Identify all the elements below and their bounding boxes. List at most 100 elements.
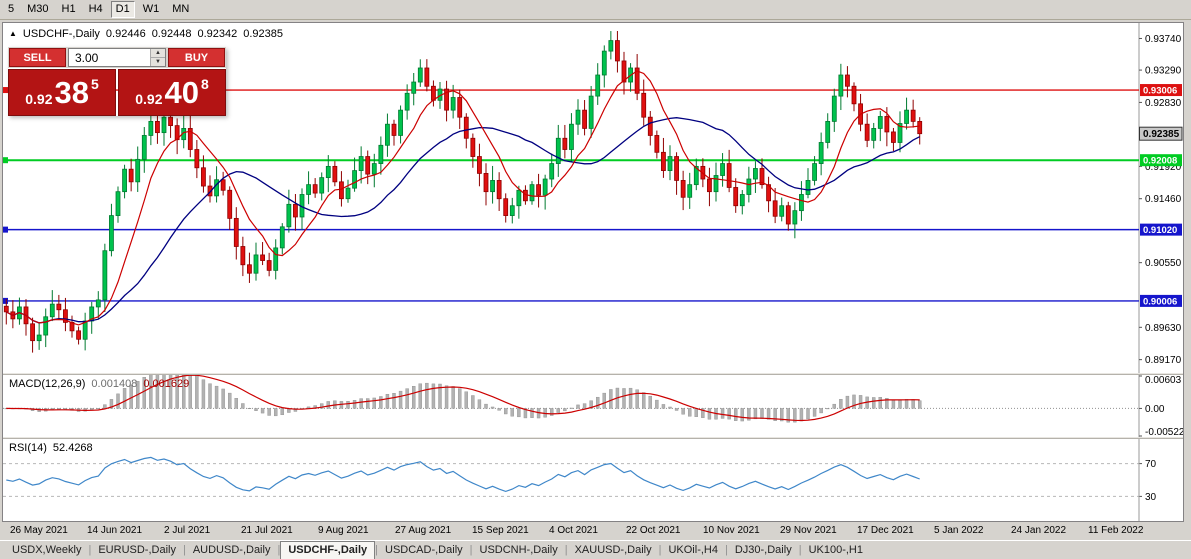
tab-separator: |: [564, 544, 568, 556]
volume-input[interactable]: 3.00 ▲ ▼: [68, 48, 166, 67]
chart-tab-audusd-daily[interactable]: AUDUSD-,Daily: [192, 544, 271, 556]
timeframe-5[interactable]: 5: [3, 1, 19, 18]
time-axis-label: 22 Oct 2021: [626, 525, 681, 536]
macd-indicator-label: MACD(12,26,9) 0.001408 0.001629: [9, 378, 189, 390]
chart-symbol-icon: ▲: [9, 29, 17, 38]
sell-price-display[interactable]: 0.92 38 5: [8, 69, 116, 116]
volume-decrement-icon[interactable]: ▼: [151, 57, 165, 66]
svg-text:0.92008: 0.92008: [1143, 156, 1177, 167]
tab-separator: |: [375, 544, 379, 556]
chart-tab-usdx-weekly[interactable]: USDX,Weekly: [12, 544, 82, 556]
svg-text:0.90550: 0.90550: [1145, 258, 1182, 269]
volume-value[interactable]: 3.00: [75, 50, 99, 65]
quote-open: 0.92446: [105, 28, 146, 40]
tab-separator: |: [277, 544, 281, 556]
svg-text:-0.00522: -0.00522: [1145, 427, 1183, 437]
time-axis-label: 27 Aug 2021: [395, 525, 452, 536]
tab-separator: |: [798, 544, 802, 556]
buy-button[interactable]: BUY: [168, 48, 225, 67]
svg-text:0.91020: 0.91020: [1143, 225, 1177, 236]
svg-text:0.91920: 0.91920: [1145, 162, 1182, 173]
tab-separator: |: [182, 544, 186, 556]
svg-text:0.00603: 0.00603: [1145, 375, 1182, 386]
time-axis-label: 2 Jul 2021: [164, 525, 211, 536]
candlestick-chart[interactable]: 0.93740 0.93290 0.92830 0.91920 0.91460 0.905…: [3, 23, 1183, 373]
time-axis-label: 17 Dec 2021: [857, 525, 914, 536]
chart-tab-dj30-daily[interactable]: DJ30-,Daily: [734, 544, 792, 556]
chart-window: 0.93740 0.93290 0.92 8 30 0.91920 0.91460 0.905…: [2, 22, 1184, 522]
pane-splitter[interactable]: [3, 437, 1183, 439]
macd-pane: 0.00603 0.00 -0.00522 MACD(12,26,9) 0.0014…: [3, 375, 1183, 437]
chart-tabs: USDX,Weekly | EURUSD-,Daily | AUDUSD-,Daily |…: [0, 540, 1191, 559]
time-axis-label: 26 May 2021: [10, 525, 68, 536]
svg-text:0.90006: 0.90006: [1143, 296, 1177, 307]
time-axis-label: 15 Sep 2021: [472, 525, 529, 536]
chart-tab-ukoil-h4[interactable]: UKOil-,H4: [668, 544, 718, 556]
time-axis-label: 10 Nov 2021: [703, 525, 760, 536]
tab-separator: |: [658, 544, 662, 556]
svg-text:0.93290: 0.93290: [1145, 66, 1182, 77]
main-chart-pane: 0.93740 0.93290 0.92830 0.91920 0.91460 0.905…: [3, 23, 1183, 373]
svg-text:30: 30: [1145, 492, 1157, 503]
time-axis-label: 21 Jul 2021: [241, 525, 293, 536]
time-axis-label: 9 Aug 2021: [318, 525, 369, 536]
rsi-indicator-label: RSI(14) 52.4268: [9, 442, 93, 454]
ask-prefix: 0.92: [135, 91, 163, 107]
time-axis-label: 4 Oct 2021: [549, 525, 598, 536]
one-click-trading-panel: SELL 3.00 ▲ ▼ BUY 0.92 38 5: [8, 47, 226, 116]
timeframe-w1[interactable]: W1: [138, 1, 165, 18]
timeframe-d1[interactable]: D1: [110, 1, 135, 18]
bid-pip-digit: 5: [90, 76, 99, 92]
bid-big-digits: 38: [54, 74, 89, 110]
tab-separator: |: [724, 544, 728, 556]
time-axis-label: 11 Feb 2022: [1088, 525, 1144, 536]
ask-pip-digit: 8: [200, 76, 209, 92]
timeframe-h4[interactable]: H4: [84, 1, 108, 18]
volume-increment-icon[interactable]: ▲: [151, 49, 165, 57]
svg-text:0.93006: 0.93006: [1143, 86, 1177, 97]
macd-name: MACD(12,26,9): [9, 378, 86, 390]
timeframe-m30[interactable]: M30: [22, 1, 53, 18]
ask-big-digits: 40: [164, 74, 199, 110]
chart-tab-eurusd-daily[interactable]: EURUSD-,Daily: [98, 544, 176, 556]
trade-controls-row: SELL 3.00 ▲ ▼ BUY: [8, 47, 226, 68]
time-axis-label: 14 Jun 2021: [87, 525, 143, 536]
rsi-value: 52.4268: [52, 442, 93, 454]
svg-text:0.00: 0.00: [1145, 404, 1165, 415]
pane-splitter[interactable]: [3, 373, 1183, 375]
timeframe-mn[interactable]: MN: [167, 1, 194, 18]
rsi-chart[interactable]: 70 30: [3, 439, 1183, 521]
time-axis[interactable]: 26 May 2021 14 Jun 2021 2 Jul 2021 21 Jul 2…: [2, 523, 1184, 539]
svg-text:0.91460: 0.91460: [1145, 194, 1182, 205]
chart-tab-uk100-h1[interactable]: UK100-,H1: [808, 544, 863, 556]
tab-separator: |: [88, 544, 92, 556]
svg-text:0.93740: 0.93740: [1145, 34, 1182, 45]
symbol-name: USDCHF-,Daily: [22, 28, 100, 40]
macd-value-main: 0.001408: [91, 378, 138, 390]
tab-separator: |: [469, 544, 473, 556]
timeframe-h1[interactable]: H1: [57, 1, 81, 18]
rsi-pane: 70 30 RSI(14) 52.4268: [3, 439, 1183, 521]
chart-tab-xauusd-daily[interactable]: XAUUSD-,Daily: [574, 544, 652, 556]
macd-value-signal: 0.001629: [143, 378, 190, 390]
time-axis-label: 24 Jan 2022: [1011, 525, 1067, 536]
quote-close: 0.92385: [243, 28, 283, 40]
chart-title: ▲ USDCHF-,Daily 0.92446 0.92448 0.92342 …: [9, 28, 283, 40]
quote-high: 0.92448: [151, 28, 192, 40]
time-axis-label: 29 Nov 2021: [780, 525, 837, 536]
price-axis[interactable]: [1139, 23, 1183, 373]
chart-tab-usdchf-daily[interactable]: USDCHF-,Daily: [280, 541, 376, 559]
svg-text:0.92385: 0.92385: [1143, 129, 1180, 140]
buy-price-display[interactable]: 0.92 40 8: [118, 69, 226, 116]
trade-prices-row: 0.92 38 5 0.92 40 8: [8, 69, 226, 116]
chart-tab-usdcad-daily[interactable]: USDCAD-,Daily: [385, 544, 463, 556]
chart-tab-usdcnh-daily[interactable]: USDCNH-,Daily: [479, 544, 558, 556]
volume-spinner: ▲ ▼: [150, 49, 165, 66]
svg-text:0.89630: 0.89630: [1145, 323, 1182, 334]
quote-low: 0.92342: [197, 28, 238, 40]
macd-chart[interactable]: 0.00603 0.00 -0.00522: [3, 375, 1183, 437]
bid-prefix: 0.92: [25, 91, 53, 107]
sell-button[interactable]: SELL: [9, 48, 66, 67]
svg-text:70: 70: [1145, 459, 1157, 470]
